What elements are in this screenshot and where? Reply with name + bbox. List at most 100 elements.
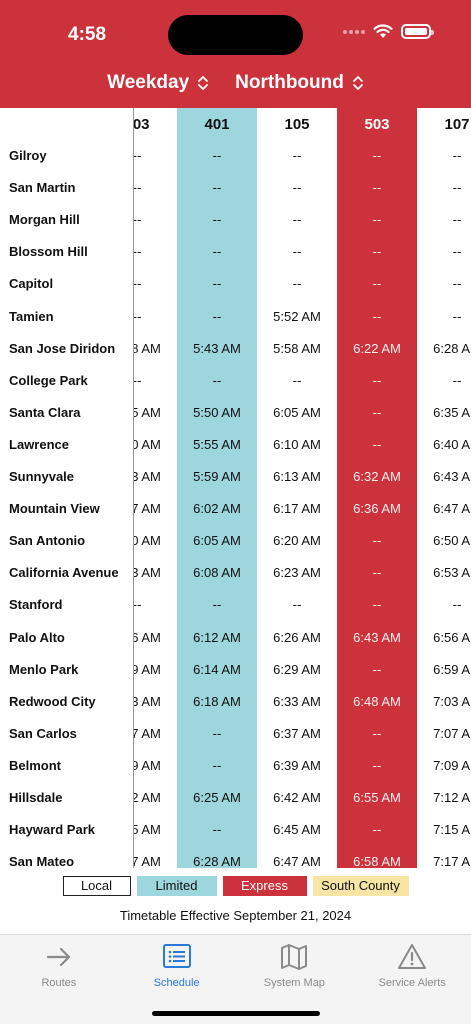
time-cell: 6:08 AM [193,565,241,581]
time-cell: 6:39 AM [273,757,321,773]
time-cell: -- [452,180,462,196]
train-number[interactable]: 503 [364,116,390,133]
time-cell: -- [372,180,382,196]
time-cell: -- [132,372,142,388]
time-cell: -- [212,725,222,741]
train-number[interactable]: 107 [444,116,470,133]
time-cell: 6:13 AM [273,469,321,484]
station-name: Mountain View [9,501,100,517]
time-cell: 6:05 AM [273,404,321,420]
station-name: Morgan Hill [9,212,80,228]
battery-icon [401,24,434,39]
day-selector[interactable]: Weekday [107,72,209,94]
station-name: Stanford [9,597,63,613]
direction-selector-label: Northbound [235,72,344,93]
time-cell: -- [212,180,222,196]
time-cell: 7:09 AM [433,757,471,773]
time-cell: -- [132,244,142,260]
time-cell: 6:14 AM [193,661,241,677]
time-cell: -- [452,597,462,613]
time-cell: 6:42 AM [273,790,321,805]
direction-selector[interactable]: Northbound [235,72,364,94]
time-cell: -- [132,180,142,196]
dynamic-island [168,15,303,55]
time-cell: 6:43 AM [353,629,401,645]
time-cell: 6:18 AM [193,693,241,709]
time-cell: 7:17 AM [433,854,471,868]
time-cell: 6:12 AM [193,629,241,645]
time-cell: -- [372,212,382,228]
warning-icon [398,944,427,969]
time-cell: 7:15 AM [433,822,471,838]
station-column: Gilroy San Martin Morgan Hill Blossom Hill C… [0,108,134,868]
time-cell: 5:52 AM [273,308,321,324]
time-cell: 6:40 AM [433,436,471,452]
station-name: San Carlos [9,725,77,741]
time-cell: -- [292,276,302,292]
station-name: Belmont [9,757,61,773]
tab-routes-label: Routes [41,977,77,989]
time-cell: 6:10 AM [273,436,321,452]
time-cell: -- [212,244,222,260]
timetable-scroll-area[interactable]: Gilroy San Martin Morgan Hill Blossom Hill C… [0,108,471,868]
station-name: Blossom Hill [9,244,88,260]
train-column-local: 105 -- -- -- -- -- 5:52 AM 5:58 AM -- 6:05 AM 6:10… [257,108,337,868]
timetable-effective-date: Timetable Effective September 21, 2024 [119,908,352,923]
train-number[interactable]: 401 [204,116,230,133]
time-cell: -- [372,404,382,420]
time-cell: -- [292,597,302,613]
time-cell: 5:59 AM [193,469,241,484]
legend-express: Express [222,876,307,896]
time-cell: 6:56 AM [433,629,471,645]
time-cell: -- [372,533,382,549]
time-cell: 6:43 AM [433,469,471,484]
time-cell: -- [212,276,222,292]
tab-bar: Routes Schedule System Map Service Alert… [0,934,471,1024]
time-cell: 5:50 AM [193,404,241,420]
train-number[interactable]: 105 [284,116,310,133]
tab-schedule[interactable]: Schedule [118,935,236,1024]
map-icon [281,944,308,970]
time-cell: 5:58 AM [273,340,321,356]
chevron-up-down-icon [352,76,363,90]
chevron-up-down-icon [198,76,209,90]
time-cell: -- [132,308,142,324]
station-name: Lawrence [9,436,69,452]
station-name: Hillsdale [9,790,63,805]
time-cell: 6:35 AM [433,404,471,420]
tab-routes[interactable]: Routes [0,935,118,1024]
time-cell: -- [372,757,382,773]
time-cell: 6:22 AM [353,340,401,356]
station-name: Sunnyvale [9,469,75,484]
time-cell: -- [292,244,302,260]
time-cell: 7:07 AM [433,725,471,741]
time-cell: -- [372,244,382,260]
time-cell: -- [132,148,142,163]
time-cell: -- [212,757,222,773]
time-cell: 6:58 AM [353,854,401,868]
time-cell: -- [372,372,382,388]
time-cell: 6:53 AM [433,565,471,581]
status-icons [343,24,434,39]
tab-system-map-label: System Map [263,977,325,989]
time-cell: 6:05 AM [193,533,241,549]
time-cell: 6:29 AM [273,661,321,677]
station-name: San Martin [9,180,76,196]
time-cell: 7:03 AM [433,693,471,709]
station-name: Hayward Park [9,822,95,838]
time-cell: 6:28 AM [433,340,471,356]
time-cell: -- [372,565,382,581]
train-column-express: 503 -- -- -- -- -- -- 6:22 AM -- -- -- 6:32 AM 6:36 … [337,108,417,868]
tab-service-alerts[interactable]: Service Alerts [353,935,471,1024]
time-cell: -- [212,372,222,388]
legend-limited: Limited [136,876,217,896]
station-name: Palo Alto [9,629,65,645]
time-cell: 6:50 AM [433,533,471,549]
station-name: California Avenue [9,565,119,581]
time-cell: 6:28 AM [193,854,241,868]
day-selector-label: Weekday [107,72,190,93]
tab-system-map[interactable]: System Map [236,935,354,1024]
time-cell: -- [372,822,382,838]
time-cell: 6:17 AM [273,501,321,517]
time-cell: -- [372,308,382,324]
